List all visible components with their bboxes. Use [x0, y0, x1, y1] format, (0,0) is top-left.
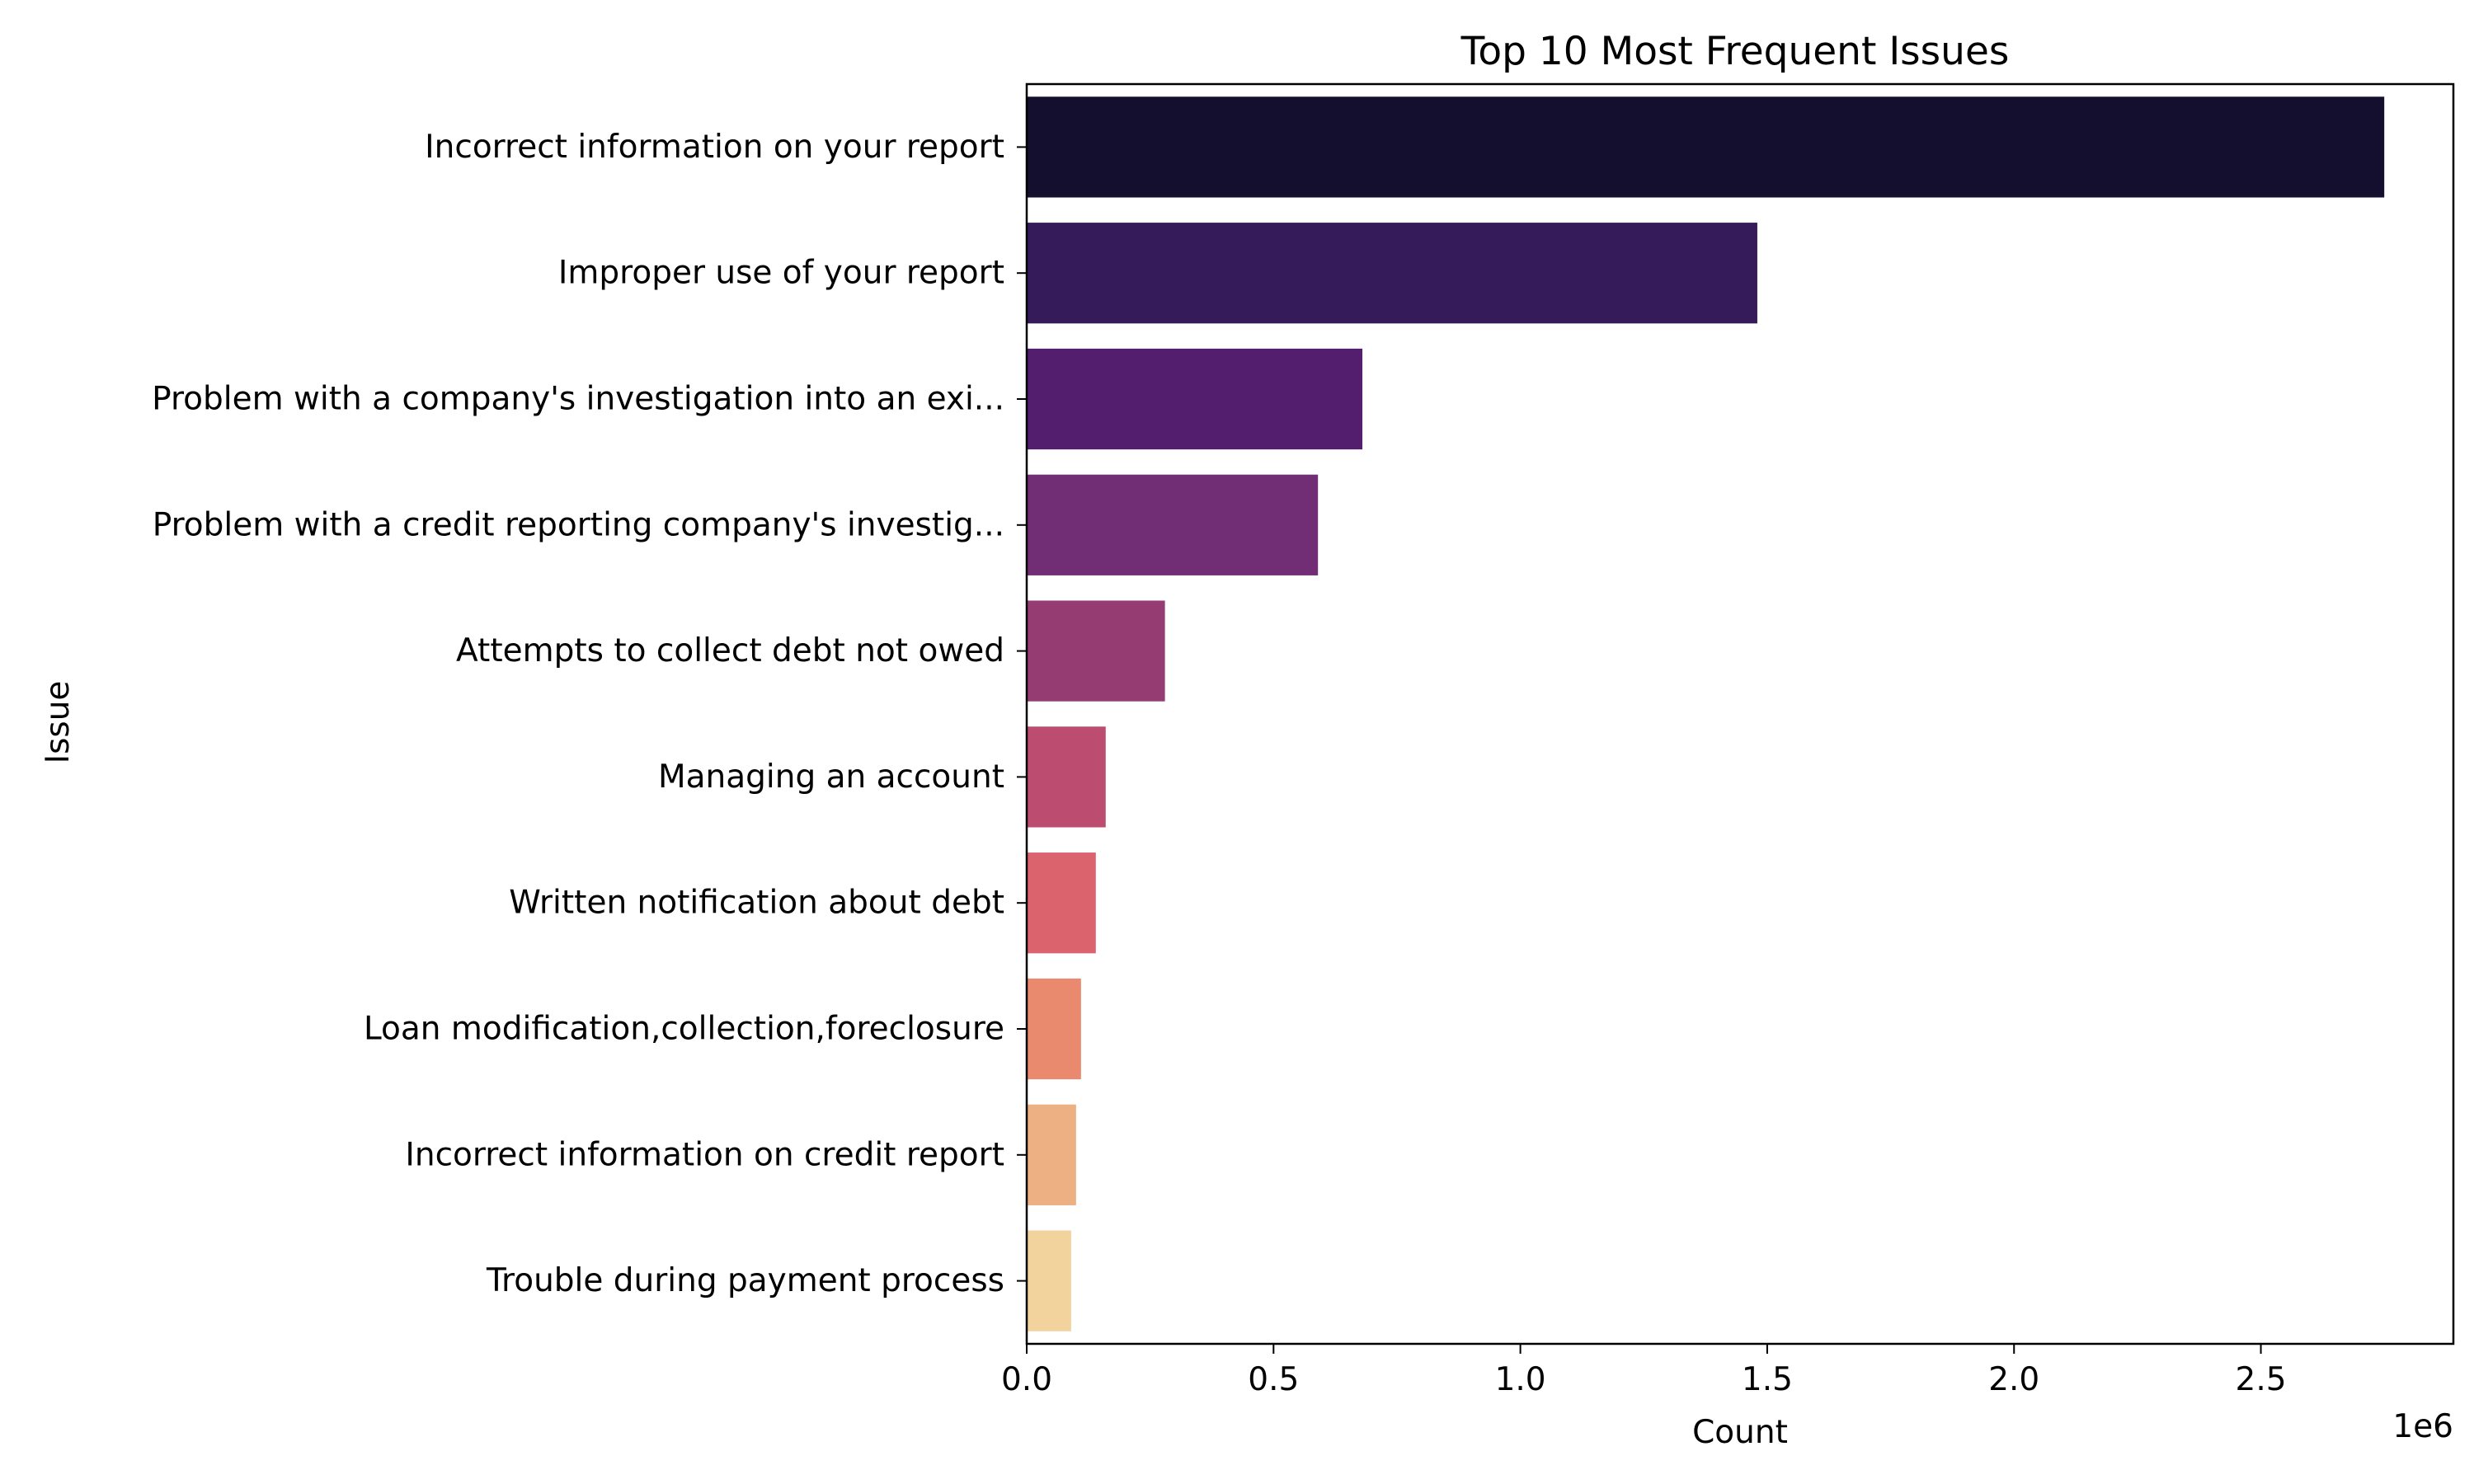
x-tick-label: 2.5	[2236, 1361, 2287, 1398]
bars-group	[1027, 96, 2385, 1331]
chart-title: Top 10 Most Frequent Issues	[1460, 29, 2010, 74]
bar	[1027, 600, 1165, 702]
bar	[1027, 726, 1106, 828]
y-tick-label: Attempts to collect debt not owed	[456, 632, 1004, 669]
bar	[1027, 978, 1081, 1080]
y-tick-label: Incorrect information on credit report	[405, 1136, 1004, 1173]
y-tick-label: Written notification about debt	[509, 885, 1004, 922]
bar	[1027, 474, 1319, 575]
y-tick-label: Trouble during payment process	[486, 1262, 1004, 1299]
x-tick-group: 0.0 0.5 1.0 1.5 2.0 2.5	[1001, 1344, 2287, 1398]
y-axis-label: Issue	[40, 681, 77, 764]
bar	[1027, 1104, 1076, 1205]
y-tick-label: Managing an account	[658, 758, 1004, 796]
y-tick-group: Incorrect information on your report Impr…	[152, 129, 1027, 1299]
x-tick-label: 1.5	[1742, 1361, 1793, 1398]
bar	[1027, 223, 1757, 324]
x-tick-label: 0.0	[1001, 1361, 1052, 1398]
y-tick-label: Problem with a company's investigation i…	[152, 381, 1004, 418]
x-tick-label: 2.0	[1988, 1361, 2039, 1398]
bar	[1027, 96, 2385, 198]
y-tick-label: Incorrect information on your report	[425, 129, 1004, 166]
x-tick-label: 1.0	[1495, 1361, 1546, 1398]
y-tick-label: Improper use of your report	[558, 255, 1004, 292]
bar	[1027, 348, 1363, 450]
bar	[1027, 852, 1096, 954]
plot-frame	[1025, 82, 2455, 1345]
y-tick-label: Problem with a credit reporting company'…	[153, 506, 1004, 543]
x-axis-offset-label: 1e6	[2392, 1408, 2453, 1445]
bar	[1027, 1230, 1071, 1331]
x-tick-label: 0.5	[1248, 1361, 1299, 1398]
x-axis-label: Count	[1692, 1414, 1788, 1451]
y-tick-label: Loan modification,collection,foreclosure	[364, 1011, 1004, 1048]
